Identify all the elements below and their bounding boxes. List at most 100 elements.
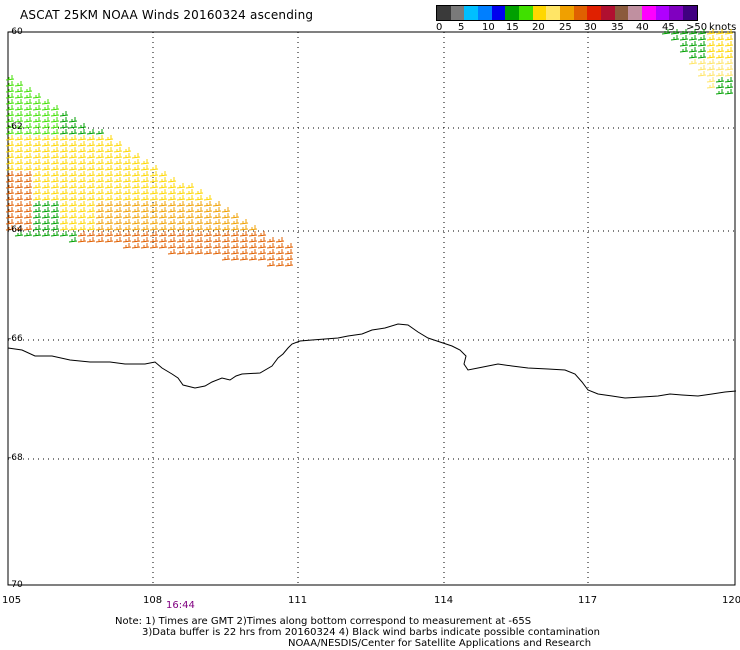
wind-barb bbox=[86, 171, 96, 177]
wind-barb bbox=[50, 105, 60, 111]
wind-barb bbox=[14, 171, 24, 177]
wind-barb bbox=[140, 213, 150, 219]
wind-barb bbox=[50, 135, 60, 141]
wind-barb bbox=[5, 177, 15, 183]
wind-barb bbox=[122, 243, 132, 249]
wind-barb bbox=[86, 207, 96, 213]
wind-barb bbox=[86, 225, 96, 231]
wind-barb bbox=[41, 141, 51, 147]
wind-barb bbox=[706, 35, 716, 41]
wind-barb bbox=[14, 195, 24, 201]
wind-barb bbox=[14, 135, 24, 141]
wind-barb bbox=[77, 129, 87, 135]
wind-barb bbox=[176, 249, 186, 255]
wind-barb bbox=[95, 213, 105, 219]
wind-barb bbox=[113, 201, 123, 207]
wind-barb bbox=[23, 177, 33, 183]
wind-barb bbox=[95, 237, 105, 243]
wind-barb bbox=[122, 171, 132, 177]
wind-barb bbox=[77, 153, 87, 159]
wind-barb bbox=[5, 183, 15, 189]
wind-barb bbox=[131, 195, 141, 201]
legend-color-segment bbox=[655, 6, 670, 20]
wind-barb bbox=[113, 171, 123, 177]
wind-barb bbox=[149, 195, 159, 201]
wind-barb bbox=[239, 249, 249, 255]
wind-barb bbox=[284, 243, 294, 249]
wind-barb bbox=[697, 47, 707, 53]
wind-barb bbox=[688, 35, 698, 41]
wind-barb bbox=[5, 129, 15, 135]
wind-barb bbox=[68, 213, 78, 219]
wind-barb bbox=[41, 207, 51, 213]
wind-barb bbox=[176, 219, 186, 225]
wind-barb bbox=[706, 83, 716, 89]
lat-label-66: -66 bbox=[8, 334, 23, 344]
lon-label-108: 108 bbox=[143, 595, 163, 606]
wind-barb bbox=[86, 129, 96, 135]
wind-barb bbox=[239, 237, 249, 243]
wind-barb bbox=[5, 135, 15, 141]
wind-barb bbox=[176, 183, 186, 189]
wind-barb bbox=[5, 87, 15, 93]
wind-barb bbox=[68, 207, 78, 213]
legend-color-segment bbox=[532, 6, 547, 20]
wind-barb bbox=[23, 195, 33, 201]
wind-barb bbox=[14, 159, 24, 165]
wind-barb bbox=[41, 165, 51, 171]
wind-barb bbox=[68, 231, 78, 237]
wind-barb bbox=[23, 135, 33, 141]
wind-barb bbox=[167, 201, 177, 207]
wind-barb bbox=[176, 243, 186, 249]
wind-barb bbox=[32, 165, 42, 171]
wind-barb bbox=[176, 213, 186, 219]
wind-barb bbox=[248, 255, 258, 261]
wind-barb bbox=[131, 183, 141, 189]
wind-barb bbox=[23, 129, 33, 135]
wind-barb bbox=[32, 177, 42, 183]
wind-barb bbox=[140, 177, 150, 183]
wind-barb bbox=[32, 117, 42, 123]
map-title: ASCAT 25KM NOAA Winds 20160324 ascending bbox=[20, 8, 314, 22]
wind-barb bbox=[697, 41, 707, 47]
wind-barb bbox=[23, 189, 33, 195]
wind-barb bbox=[158, 177, 168, 183]
wind-barb bbox=[86, 201, 96, 207]
wind-barb bbox=[32, 207, 42, 213]
wind-barb bbox=[158, 207, 168, 213]
wind-barb bbox=[104, 195, 114, 201]
wind-barb bbox=[158, 201, 168, 207]
wind-barb bbox=[158, 171, 168, 177]
wind-barb bbox=[23, 171, 33, 177]
wind-barb bbox=[14, 207, 24, 213]
wind-barb bbox=[149, 237, 159, 243]
legend-color-segment bbox=[587, 6, 602, 20]
legend-color-segment bbox=[519, 6, 533, 20]
wind-barb bbox=[86, 219, 96, 225]
legend-tick-45: 45 bbox=[662, 22, 675, 33]
wind-barb bbox=[679, 35, 689, 41]
wind-barb bbox=[50, 165, 60, 171]
wind-barb bbox=[140, 159, 150, 165]
wind-barb bbox=[230, 237, 240, 243]
wind-barb bbox=[194, 207, 204, 213]
wind-barb bbox=[715, 53, 725, 59]
wind-barb bbox=[185, 249, 195, 255]
wind-barb bbox=[266, 255, 276, 261]
wind-barb bbox=[176, 231, 186, 237]
wind-barb bbox=[59, 129, 69, 135]
wind-barb bbox=[257, 255, 267, 261]
wind-barb bbox=[140, 201, 150, 207]
wind-barb bbox=[86, 195, 96, 201]
wind-barb bbox=[5, 147, 15, 153]
wind-barb bbox=[23, 159, 33, 165]
wind-barb bbox=[23, 153, 33, 159]
wind-barb bbox=[221, 249, 231, 255]
wind-barb bbox=[95, 135, 105, 141]
wind-barb bbox=[77, 135, 87, 141]
wind-barb bbox=[32, 147, 42, 153]
wind-barb bbox=[14, 201, 24, 207]
wind-barb bbox=[23, 117, 33, 123]
wind-barb bbox=[158, 243, 168, 249]
wind-barb bbox=[95, 129, 105, 135]
